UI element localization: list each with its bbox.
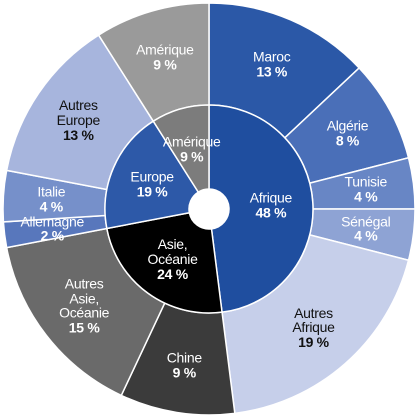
segment-label: Autres Asie, Océanie 15 %	[59, 276, 109, 335]
segment-label: Sénégal 4 %	[341, 213, 391, 244]
value-label: 13 %	[256, 62, 288, 79]
segment-label: Chine 9 %	[167, 350, 202, 379]
category-label: Chine	[166, 349, 202, 366]
segment	[105, 211, 223, 314]
value-label: 13 %	[62, 126, 94, 143]
category-label: Algérie	[326, 117, 369, 134]
segment-label: Autres Afrique 19 %	[292, 304, 335, 350]
value-label: 19 %	[136, 183, 168, 200]
category-label: Sénégal	[341, 213, 391, 230]
segment-label: Autres Europe 13 %	[56, 97, 101, 143]
value-label: 9 %	[153, 56, 177, 73]
value-label: 48 %	[255, 204, 287, 221]
category-label: Autres Europe	[56, 97, 101, 128]
category-label: Autres Asie, Océanie	[59, 275, 110, 321]
value-label: 4 %	[354, 227, 378, 244]
category-label: Afrique	[249, 189, 293, 206]
category-label: Italie	[37, 183, 66, 200]
category-label: Amérique	[162, 133, 221, 150]
category-label: Europe	[130, 168, 174, 185]
segment-label: Afrique 48 %	[249, 189, 293, 221]
category-label: Tunisie	[344, 173, 388, 190]
category-label: Asie, Océanie	[147, 236, 198, 267]
segment	[208, 104, 314, 314]
value-label: 9 %	[180, 148, 204, 165]
value-label: 4 %	[39, 198, 64, 215]
value-label: 15 %	[68, 319, 100, 336]
segment-label: Algérie 8 %	[326, 117, 369, 148]
segment-label: Allemagne 2 %	[20, 213, 85, 244]
value-label: 4 %	[354, 188, 378, 205]
category-label: Allemagne	[20, 213, 85, 230]
value-label: 24 %	[157, 265, 188, 282]
category-label: Autres Afrique	[292, 304, 335, 336]
segment-label: Europe 19 %	[130, 168, 174, 200]
category-label: Amérique	[136, 41, 194, 58]
segment	[152, 104, 210, 194]
segment-label: Maroc 13 %	[253, 48, 291, 79]
segment-label: Amérique 9 %	[136, 41, 194, 73]
segment-label: Tunisie 4 %	[344, 173, 388, 205]
segment-label: Italie 4 %	[37, 184, 65, 213]
value-label: 19 %	[298, 333, 329, 350]
value-label: 9 %	[172, 364, 197, 381]
segment-label: Amérique 9 %	[163, 135, 221, 164]
value-label: 8 %	[335, 131, 360, 148]
segment-label: Asie, Océanie 24 %	[148, 237, 198, 281]
category-label: Maroc	[253, 48, 291, 65]
segment	[104, 120, 200, 230]
value-label: 2 %	[40, 227, 65, 244]
